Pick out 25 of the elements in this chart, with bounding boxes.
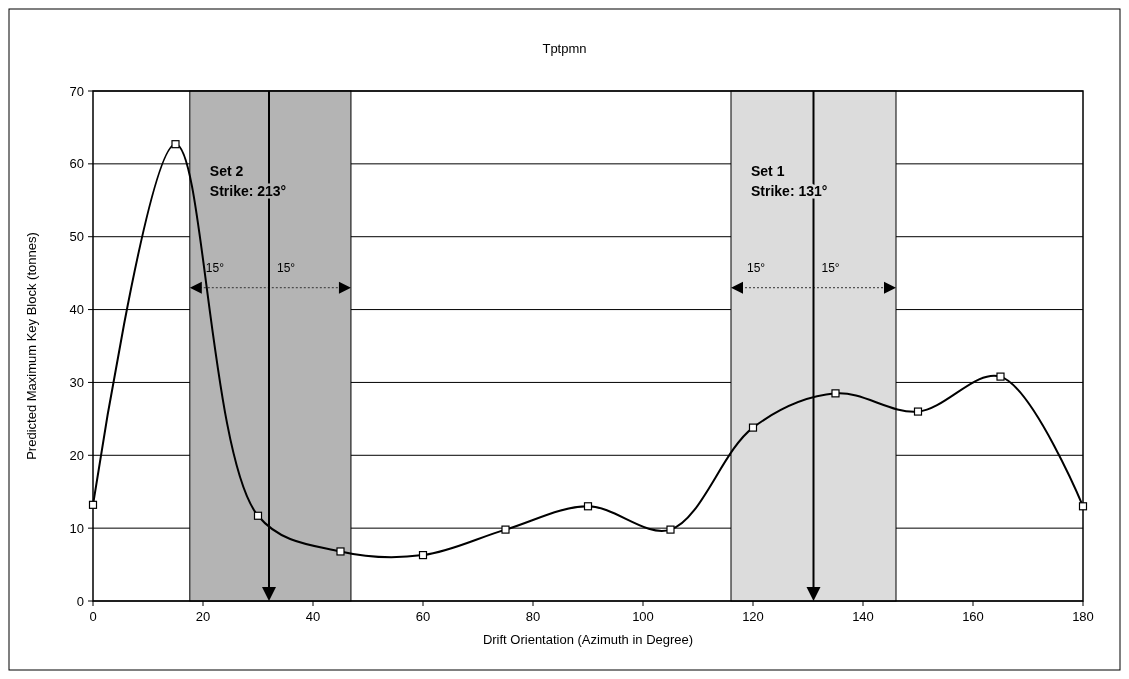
chart-title: Tptpmn (542, 41, 587, 56)
x-tick-label: 0 (89, 609, 97, 624)
annotation: 15° (821, 260, 840, 275)
y-tick-label: 40 (69, 302, 84, 318)
x-tick-label: 60 (415, 609, 431, 624)
annotation: 15° (277, 260, 296, 275)
annotation: 15° (747, 260, 766, 275)
y-tick-label: 60 (69, 156, 84, 172)
x-tick-label: 160 (962, 609, 984, 624)
x-tick-label: 20 (195, 609, 211, 624)
y-tick-label: 20 (69, 447, 84, 463)
y-axis-title: Predicted Maximum Key Block (tonnes) (24, 232, 39, 460)
annotation: 15° (205, 260, 225, 275)
x-axis-title: Drift Orientation (Azimuth in Degree) (482, 632, 694, 647)
x-tick-label: 100 (632, 609, 654, 624)
y-tick-label: 10 (69, 520, 84, 536)
y-tick-label: 30 (69, 374, 84, 390)
x-tick-label: 180 (1072, 609, 1094, 624)
x-tick-label: 80 (525, 609, 541, 624)
x-tick-label: 120 (742, 609, 764, 624)
x-tick-label: 140 (852, 609, 874, 624)
x-tick-label: 40 (305, 609, 321, 624)
y-tick-label: 70 (69, 83, 84, 99)
y-tick-label: 50 (69, 229, 84, 245)
y-tick-label: 0 (76, 593, 84, 609)
